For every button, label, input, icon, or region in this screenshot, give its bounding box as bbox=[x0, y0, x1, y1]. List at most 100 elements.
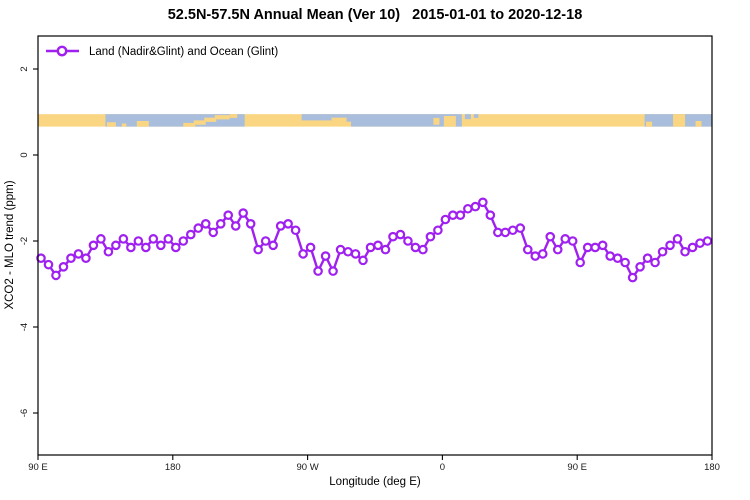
data-point-marker bbox=[103, 246, 114, 257]
data-point-marker bbox=[463, 203, 473, 214]
data-point-marker bbox=[170, 242, 181, 253]
data-point-marker bbox=[73, 249, 84, 259]
legend: Land (Nadir&Glint) and Ocean (Glint) bbox=[46, 45, 278, 58]
data-point-marker bbox=[223, 210, 234, 221]
data-point-marker bbox=[418, 244, 428, 255]
data-point-marker bbox=[208, 227, 219, 238]
plot-border bbox=[37, 35, 713, 456]
data-point-marker bbox=[320, 251, 331, 261]
data-point-marker bbox=[88, 240, 99, 251]
y-axis-title: XCO2 - MLO trend (ppm) bbox=[4, 180, 16, 309]
data-point-marker bbox=[178, 236, 189, 246]
x-tick-label: 180 bbox=[165, 462, 181, 473]
data-point-marker bbox=[605, 251, 615, 261]
data-point-marker bbox=[148, 234, 159, 244]
data-point-marker bbox=[403, 236, 413, 246]
data-point-marker bbox=[552, 244, 563, 255]
data-point-marker bbox=[343, 246, 353, 257]
y-tick-label: -6 bbox=[19, 409, 30, 417]
data-point-marker bbox=[395, 229, 406, 240]
data-point-marker bbox=[358, 255, 368, 266]
legend-label: Land (Nadir&Glint) and Ocean (Glint) bbox=[89, 46, 278, 58]
data-point-marker bbox=[230, 221, 241, 231]
data-point-marker bbox=[485, 210, 496, 221]
strip-land-island bbox=[646, 121, 653, 127]
data-point-marker bbox=[545, 231, 556, 242]
data-point-marker bbox=[305, 242, 316, 253]
data-point-marker bbox=[680, 246, 690, 257]
x-tick-label: 180 bbox=[704, 462, 720, 473]
data-point-marker bbox=[313, 266, 323, 276]
x-tick-label: 90 W bbox=[297, 462, 319, 473]
data-series bbox=[36, 197, 713, 283]
data-point-marker bbox=[410, 242, 421, 253]
data-point-marker bbox=[650, 257, 660, 268]
data-point-marker bbox=[350, 249, 361, 259]
data-point-marker bbox=[612, 253, 623, 264]
data-point-marker bbox=[433, 225, 443, 236]
data-point-marker bbox=[590, 242, 600, 253]
data-point-marker bbox=[500, 227, 511, 238]
data-point-marker bbox=[388, 231, 398, 242]
strip-ocean-span bbox=[331, 114, 347, 118]
y-tick-label: 2 bbox=[19, 66, 30, 71]
data-point-marker bbox=[81, 253, 91, 264]
data-point-marker bbox=[200, 219, 211, 229]
data-point-marker bbox=[51, 270, 61, 281]
strip-land-island bbox=[443, 116, 456, 127]
data-point-marker bbox=[455, 210, 466, 221]
data-point-marker bbox=[515, 223, 526, 233]
data-point-marker bbox=[620, 257, 630, 268]
data-point-marker bbox=[141, 242, 151, 253]
data-point-marker bbox=[126, 242, 136, 253]
data-point-marker bbox=[66, 253, 76, 264]
data-point-marker bbox=[163, 234, 174, 244]
x-axis-title: Longitude (deg E) bbox=[329, 476, 421, 488]
data-point-marker bbox=[253, 244, 263, 255]
strip-land-island bbox=[695, 121, 702, 127]
data-point-marker bbox=[290, 225, 301, 236]
data-point-marker bbox=[425, 231, 436, 242]
data-point-marker bbox=[215, 219, 226, 229]
data-point-marker bbox=[328, 266, 338, 276]
x-tick-label: 90 E bbox=[28, 462, 48, 473]
data-point-marker bbox=[275, 221, 286, 231]
x-tick-label: 90 E bbox=[567, 462, 587, 473]
land-ocean-strip bbox=[38, 114, 712, 127]
data-point-marker bbox=[283, 219, 293, 229]
data-point-marker bbox=[43, 259, 54, 270]
data-point-marker bbox=[627, 272, 638, 283]
data-point-marker bbox=[36, 253, 46, 264]
strip-ocean-span bbox=[464, 114, 471, 120]
strip-land-island bbox=[121, 123, 127, 127]
axis-ticks: 90 E 180 90 W 0 90 E 180 2 0 -2 -4 -6 bbox=[19, 66, 720, 473]
x-tick-label: 0 bbox=[440, 462, 445, 473]
strip-land-island bbox=[136, 121, 149, 127]
data-point-marker bbox=[642, 253, 653, 264]
data-point-marker bbox=[298, 249, 308, 259]
data-point-marker bbox=[695, 238, 705, 248]
strip-land-island bbox=[214, 115, 230, 120]
data-point-marker bbox=[530, 251, 541, 261]
data-point-marker bbox=[575, 257, 585, 268]
data-point-marker bbox=[133, 236, 144, 246]
data-point-marker bbox=[478, 197, 488, 208]
strip-ocean-span bbox=[473, 114, 479, 118]
y-tick-label: 0 bbox=[19, 152, 30, 157]
data-point-marker bbox=[522, 244, 533, 255]
data-point-marker bbox=[560, 234, 571, 244]
data-point-marker bbox=[58, 261, 69, 272]
strip-land-island bbox=[229, 114, 238, 118]
strip-ocean-span bbox=[301, 114, 332, 121]
strip-land-island bbox=[183, 122, 196, 127]
data-point-marker bbox=[118, 234, 129, 244]
strip-ocean-span bbox=[346, 114, 352, 122]
data-point-marker bbox=[185, 229, 196, 240]
data-point-marker bbox=[96, 234, 106, 244]
data-point-marker bbox=[448, 210, 458, 221]
strip-land-island bbox=[106, 122, 116, 127]
strip-land-island bbox=[433, 117, 440, 125]
data-point-marker bbox=[238, 208, 248, 218]
strip-land-island bbox=[673, 114, 686, 127]
